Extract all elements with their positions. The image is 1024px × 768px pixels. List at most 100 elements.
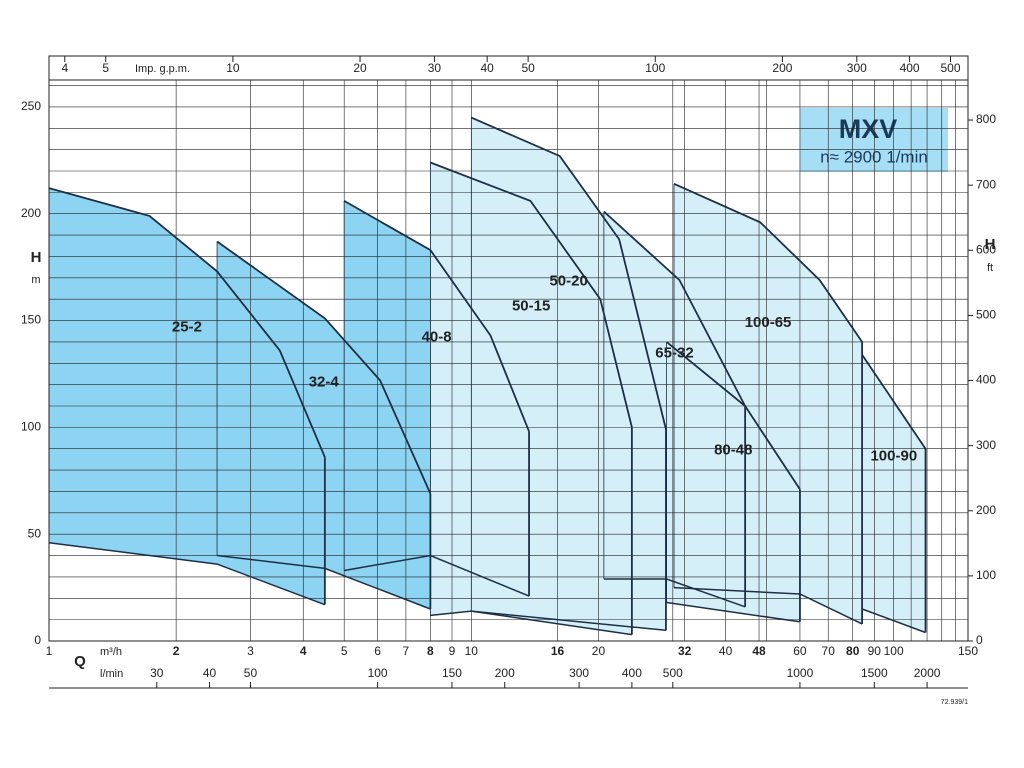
x-tick-label: 32 [678,644,692,658]
pump-range-area [674,183,863,624]
x2-tick-label: 30 [150,666,164,680]
range-label: 50-15 [512,298,550,315]
top-axis-strip [48,55,969,81]
x-tick-label: 16 [551,644,565,658]
x-axis-unit: m³/h [100,646,122,658]
max-curve [430,161,633,428]
x2-tick-label: 1500 [861,666,888,680]
layer [49,117,926,635]
min-curve [861,608,926,634]
y-tick-label: 50 [28,526,42,540]
min-curve [471,610,667,632]
range-label: 65-32 [655,345,693,362]
y-axis-unit: m [31,274,40,286]
x3-tick-label: 100 [645,61,665,75]
y2-axis-unit: ft [987,262,993,274]
y2-tick-label: 500 [976,308,996,322]
title-box [800,108,948,172]
x-tick-label: 48 [752,644,766,658]
y2-tick-label: 300 [976,438,996,452]
y-tick-label: 200 [21,206,41,220]
x-tick-label: 9 [449,644,456,658]
y-tick-label: 150 [21,313,41,327]
chart-subtitle: n≈ 2900 1/min [820,147,928,166]
x3-tick-label: 30 [428,61,442,75]
y-tick-label: 250 [21,99,41,113]
max-curve [216,240,432,494]
y2-tick-label: 100 [976,568,996,582]
x-tick-label: 2 [173,644,180,658]
x2-tick-label: 40 [203,666,217,680]
x3-tick-label: 5 [102,61,109,75]
x-tick-label: 5 [341,644,348,658]
x-tick-label: 100 [884,644,904,658]
x2-tick-label: 100 [368,666,388,680]
max-curve [470,116,667,430]
chart-title: MXV [839,114,898,144]
y2-tick-label: 400 [976,373,996,387]
range-label: 32-4 [309,374,340,391]
y2-tick-label: 700 [976,177,996,191]
x2-tick-label: 300 [569,666,589,680]
x2-tick-label: 500 [663,666,683,680]
range-label: 100-65 [745,314,792,331]
x3-tick-label: 400 [900,61,920,75]
x3-tick-label: 50 [521,61,535,75]
max-curve [343,200,530,432]
x-tick-label: 4 [300,644,307,658]
x-axis-label: Q [74,653,86,670]
x3-tick-label: 4 [61,61,68,75]
x3-tick-label: 20 [353,61,367,75]
y2-tick-label: 600 [976,242,996,256]
x3-tick-label: 500 [941,61,961,75]
x-tick-label: 3 [247,644,254,658]
range-label: 100-90 [870,447,917,464]
x-tick-label: 90 [868,644,882,658]
y-tick-label: 100 [21,420,41,434]
max-curve [603,210,746,407]
x-tick-label: 20 [592,644,606,658]
x-tick-label: 70 [822,644,836,658]
min-curve [217,554,431,610]
x2-tick-label: 400 [622,666,642,680]
max-curve [673,182,863,343]
range-label: 80-48 [714,441,752,458]
max-curve [666,341,801,490]
x-tick-label: 80 [846,644,860,658]
x2-tick-label: 50 [244,666,258,680]
x3-tick-label: 40 [481,61,495,75]
y-tick-label: 0 [34,633,41,647]
x3-tick-label: 10 [226,61,240,75]
x-tick-label: 6 [374,644,381,658]
x3-tick-label: 300 [847,61,867,75]
x2-tick-label: 2000 [914,666,941,680]
layer: 25-232-440-850-1550-2065-3280-48100-6510… [21,55,996,689]
x3-tick-label: 200 [772,61,792,75]
x2-axis-unit: l/min [100,668,123,680]
figure-code: 72.939/1 [941,699,968,706]
x-tick-label: 10 [465,644,479,658]
x2-tick-label: 200 [495,666,515,680]
y2-tick-label: 0 [976,633,983,647]
x-tick-label: 60 [793,644,807,658]
x-tick-label: 40 [719,644,733,658]
x-tick-label: 8 [427,644,434,658]
min-curve [673,586,863,625]
x2-tick-label: 150 [442,666,462,680]
x-tick-label: 1 [46,644,53,658]
x-tick-label: 150 [958,644,978,658]
range-label: 50-20 [549,272,587,289]
x-tick-label: 7 [403,644,410,658]
min-curve [666,601,801,623]
min-curve [48,541,326,606]
layer [48,80,969,642]
y2-axis-label: H [985,236,996,253]
x2-tick-label: 1000 [787,666,814,680]
y2-tick-label: 200 [976,503,996,517]
x3-axis-unit: Imp. g.p.m. [135,63,190,75]
range-label: 25-2 [172,319,202,336]
y2-tick-label: 800 [976,112,996,126]
y-axis-label: H [31,249,42,266]
max-curve [861,354,927,450]
